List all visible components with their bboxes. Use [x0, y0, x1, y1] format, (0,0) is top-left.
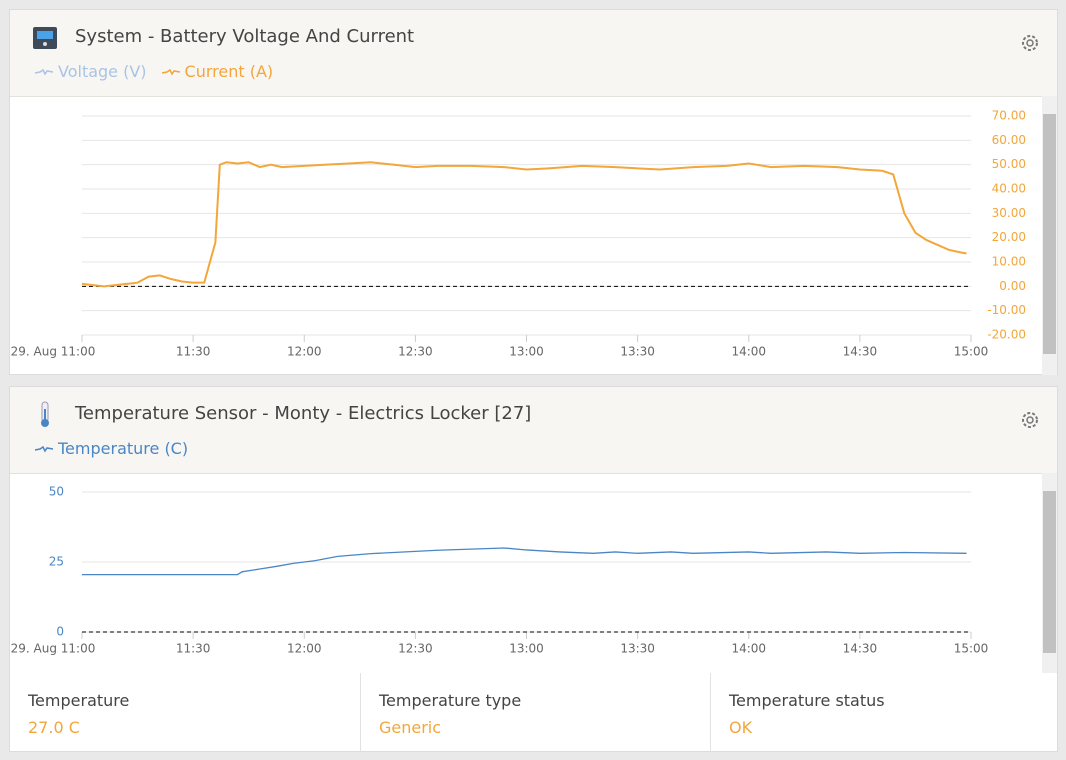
y-tick-label: 40.00 — [992, 182, 1026, 196]
panel-title: Temperature Sensor - Monty - Electrics L… — [75, 403, 532, 424]
x-tick-label: 14:00 — [731, 642, 766, 656]
y-tick-label: 50.00 — [992, 157, 1026, 171]
x-tick-label: 14:30 — [843, 642, 878, 656]
legend-item[interactable]: Voltage (V) — [34, 62, 147, 81]
panel-header: System - Battery Voltage And Current Vol… — [10, 10, 1057, 97]
stat: Temperature type Generic — [360, 673, 710, 753]
x-tick-label: 13:30 — [620, 642, 655, 656]
x-tick-label: 12:00 — [287, 345, 322, 359]
legend-label: Temperature (C) — [58, 439, 189, 458]
device-icon — [33, 27, 57, 49]
y-tick-label: 60.00 — [992, 133, 1026, 147]
y-tick-label: 0 — [56, 625, 64, 639]
settings-button[interactable] — [1019, 32, 1041, 54]
x-tick-label: 13:00 — [509, 345, 544, 359]
stat-value: Generic — [379, 718, 442, 737]
stat: Temperature 27.0 C — [10, 673, 359, 753]
x-tick-label: 29. Aug 11:00 — [11, 345, 96, 359]
y-tick-label: 20.00 — [992, 230, 1026, 244]
stat-value: OK — [729, 718, 753, 737]
series-line — [82, 547, 967, 576]
x-tick-label: 15:00 — [954, 345, 989, 359]
stats: Temperature 27.0 C Temperature type Generic… — [10, 673, 1057, 753]
x-tick-label: 11:30 — [176, 642, 211, 656]
y-tick-label: 0.00 — [999, 279, 1026, 293]
x-tick-label: 11:30 — [176, 345, 211, 359]
y-tick-label: 30.00 — [992, 206, 1026, 220]
scrollbar[interactable] — [1042, 96, 1057, 375]
x-tick-label: 13:30 — [620, 345, 655, 359]
x-tick-label: 14:00 — [731, 345, 766, 359]
x-tick-label: 13:00 — [509, 642, 544, 656]
panel: Temperature Sensor - Monty - Electrics L… — [9, 386, 1058, 753]
x-tick-label: 15:00 — [954, 642, 989, 656]
chart: 0 25 50 29. Aug 11:00 11:30 12:00 12:30 13:00 13… — [11, 485, 989, 656]
legend: Temperature (C) — [34, 439, 188, 458]
x-tick-label: 12:30 — [398, 642, 433, 656]
y-tick-label: -20.00 — [987, 328, 1026, 342]
legend-item[interactable]: Temperature (C) — [34, 439, 188, 458]
y-tick-label: -10.00 — [987, 303, 1026, 317]
x-tick-label: 14:30 — [843, 345, 878, 359]
y-tick-label: 50 — [49, 485, 64, 499]
legend-icon — [161, 68, 180, 75]
legend-item[interactable]: Current (A) — [161, 62, 274, 81]
stat-label: Temperature status — [729, 691, 885, 710]
stat-label: Temperature type — [379, 691, 522, 710]
y-tick-label: 10.00 — [992, 255, 1026, 269]
stat: Temperature status OK — [710, 673, 1060, 753]
y-tick-label: 25 — [49, 555, 64, 569]
thermometer-icon — [41, 401, 49, 427]
x-tick-label: 29. Aug 11:00 — [11, 642, 96, 656]
legend: Voltage (V) Current (A) — [34, 62, 273, 81]
settings-button[interactable] — [1019, 409, 1041, 431]
panel-header: Temperature Sensor - Monty - Electrics L… — [10, 387, 1057, 474]
stat-label: Temperature — [28, 691, 130, 710]
y-tick-label: 70.00 — [992, 109, 1026, 123]
legend-label: Voltage (V) — [58, 62, 147, 81]
legend-icon — [34, 68, 54, 75]
panel-title: System - Battery Voltage And Current — [75, 26, 415, 47]
x-tick-label: 12:00 — [287, 642, 322, 656]
stat-value: 27.0 C — [28, 718, 80, 737]
scrollbar[interactable] — [1042, 473, 1057, 673]
panel: System - Battery Voltage And Current Vol… — [9, 9, 1058, 375]
legend-swatch — [34, 68, 54, 75]
legend-swatch — [34, 445, 54, 452]
x-tick-label: 12:30 — [398, 345, 433, 359]
series-line — [81, 161, 967, 288]
legend-icon — [34, 445, 54, 452]
chart: -20.00 -10.00 0.00 10.00 20.00 30.00 40.00 50.0… — [11, 109, 1026, 359]
legend-label: Current (A) — [184, 62, 274, 81]
legend-swatch — [161, 68, 180, 75]
